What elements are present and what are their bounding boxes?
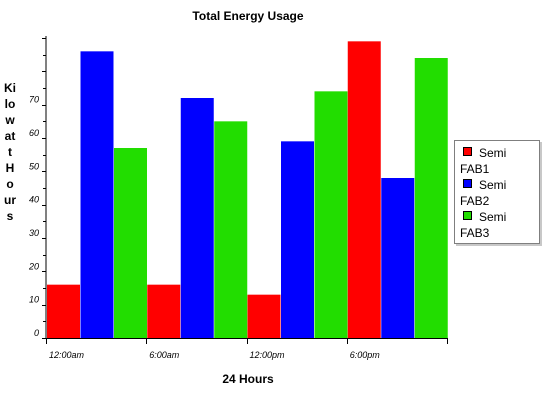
bar-1-4 (347, 41, 381, 338)
y-tick-label: 20 (28, 261, 39, 271)
bar-2-1 (80, 51, 114, 338)
bar-2-4 (381, 178, 415, 338)
legend-item: Semi FAB1 (460, 145, 537, 177)
tick-labels: 0 10 20 30 40 50 60 70 12:00am 6:00am 12:00pm 6:00p… (28, 95, 380, 360)
x-tick-label: 6:00pm (350, 350, 381, 360)
axes (42, 36, 448, 344)
y-tick-label: 40 (29, 195, 39, 205)
legend-item: Semi FAB3 (460, 209, 537, 241)
bars (47, 41, 448, 338)
legend-swatch (463, 211, 472, 220)
legend-swatch (463, 147, 472, 156)
bar-3-3 (314, 91, 348, 338)
legend-item: Semi FAB2 (460, 177, 537, 209)
bar-1-3 (247, 294, 281, 338)
x-tick-label: 12:00am (49, 350, 85, 360)
x-axis-title: 24 Hours (222, 372, 274, 386)
y-axis-title: Kilowatt Hours (4, 81, 16, 223)
bar-2-2 (180, 98, 214, 338)
y-tick-label: 30 (29, 228, 39, 238)
legend-label: Semi FAB1 (460, 146, 507, 176)
y-tick-label: 0 (34, 328, 39, 338)
legend-swatch (463, 179, 472, 188)
bar-3-4 (414, 58, 448, 338)
chart-title: Total Energy Usage (192, 9, 304, 23)
bar-1-2 (147, 284, 181, 338)
x-tick-label: 6:00am (149, 350, 180, 360)
bar-2-3 (281, 141, 314, 338)
bar-1-1 (47, 284, 80, 338)
y-tick-label: 70 (29, 95, 39, 105)
x-tick-label: 12:00pm (250, 350, 286, 360)
legend-label: Semi FAB2 (460, 178, 507, 208)
legend-label: Semi FAB3 (460, 210, 507, 240)
y-tick-label: 50 (29, 161, 39, 171)
bar-3-2 (214, 121, 248, 338)
y-tick-label: 60 (29, 128, 39, 138)
y-tick-label: 10 (29, 295, 39, 305)
bar-3-1 (114, 148, 147, 338)
legend: Semi FAB1 Semi FAB2 Semi FAB3 (454, 140, 540, 244)
